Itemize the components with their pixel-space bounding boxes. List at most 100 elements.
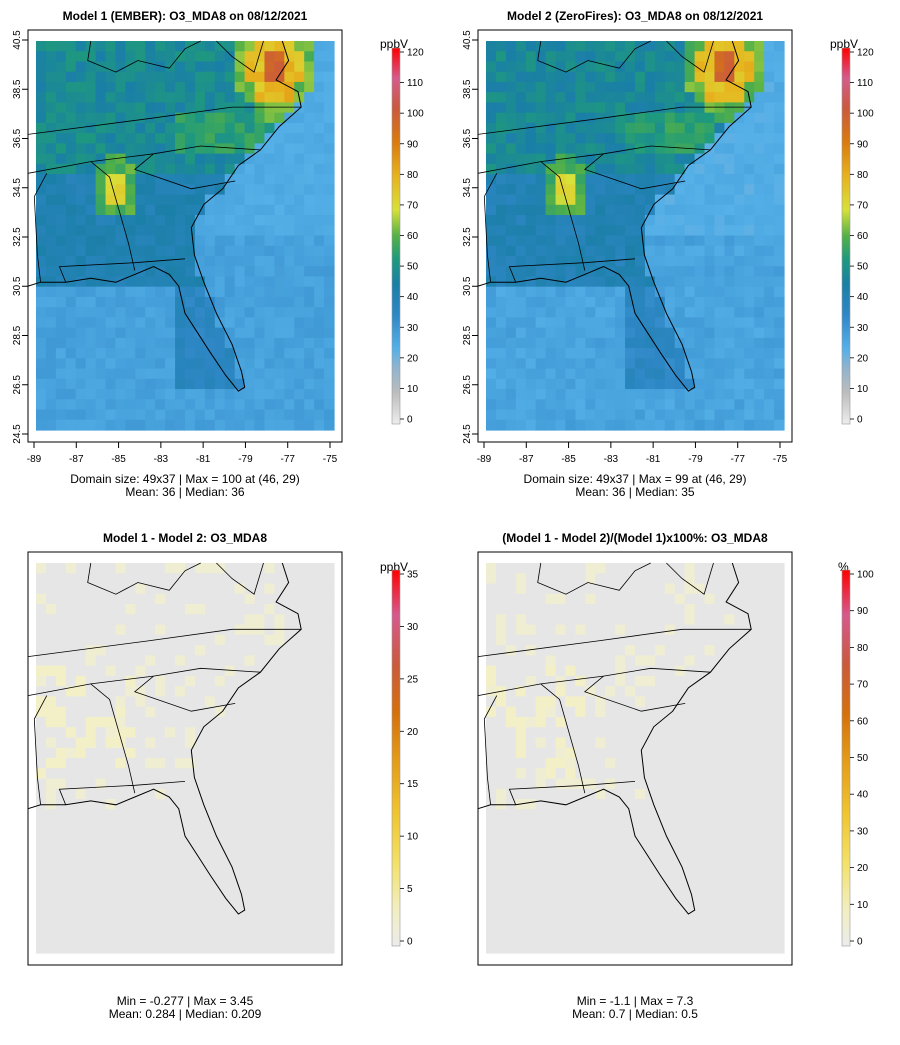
heatmap-cell <box>595 153 606 165</box>
heatmap-cell <box>125 665 136 677</box>
heatmap-cell <box>535 881 547 893</box>
heatmap-cell <box>734 870 745 882</box>
heatmap-cell <box>234 922 246 934</box>
heatmap-cell <box>185 655 196 667</box>
heatmap-cell <box>495 255 507 267</box>
state-border <box>540 683 586 794</box>
heatmap-cell <box>615 799 626 810</box>
heatmap-cell <box>684 215 696 226</box>
heatmap-cell <box>204 143 216 155</box>
heatmap-cell <box>95 112 107 124</box>
heatmap-cell <box>65 399 77 411</box>
heatmap-cell <box>724 799 735 810</box>
heatmap-cell <box>674 604 686 615</box>
heatmap-cell <box>555 829 567 841</box>
heatmap-cell <box>684 850 696 862</box>
heatmap-cell <box>585 286 596 298</box>
heatmap-cell <box>684 337 696 349</box>
heatmap-cell <box>605 215 616 226</box>
heatmap-cell <box>664 922 676 934</box>
heatmap-cell <box>264 419 275 431</box>
heatmap-cell <box>704 768 716 780</box>
heatmap-cell <box>36 840 47 851</box>
heatmap-cell <box>754 112 765 124</box>
heatmap-cell <box>714 163 725 175</box>
heatmap-cell <box>175 92 186 104</box>
heatmap-cell <box>495 317 507 329</box>
heatmap-cell <box>724 102 735 114</box>
heatmap-cell <box>175 870 186 882</box>
heatmap-cell <box>615 133 626 144</box>
heatmap-cell <box>535 133 547 144</box>
heatmap-cell <box>224 163 236 175</box>
heatmap-cell <box>284 891 295 903</box>
heatmap-cell <box>724 593 735 605</box>
heatmap-cell <box>704 81 716 93</box>
heatmap-cell <box>304 296 315 308</box>
heatmap-cell <box>204 81 216 93</box>
heatmap-cell <box>694 71 706 83</box>
heatmap-cell <box>595 768 606 780</box>
heatmap-cell <box>535 348 547 359</box>
heatmap-cell <box>744 881 755 893</box>
heatmap-cell <box>214 317 226 329</box>
heatmap-cell <box>204 307 216 318</box>
state-border <box>666 562 714 595</box>
heatmap-cell <box>55 307 67 318</box>
heatmap-cell <box>644 409 656 421</box>
heatmap-cell <box>615 215 626 226</box>
heatmap-cell <box>314 850 325 862</box>
heatmap-cell <box>635 51 646 63</box>
heatmap-cell <box>714 286 725 298</box>
heatmap-cell <box>585 870 596 882</box>
heatmap-cell <box>284 204 295 216</box>
heatmap-cell <box>605 809 616 821</box>
heatmap-cell <box>774 860 785 872</box>
heatmap-cell <box>525 368 537 380</box>
heatmap-cell <box>704 686 716 698</box>
heatmap-cell <box>75 163 87 175</box>
heatmap-cell <box>324 71 335 83</box>
heatmap-cell <box>565 399 576 411</box>
heatmap-cell <box>274 235 285 247</box>
heatmap-cell <box>75 870 87 882</box>
heatmap-cell <box>486 614 497 626</box>
heatmap-cell <box>585 819 596 831</box>
heatmap-cell <box>125 922 136 934</box>
heatmap-cell <box>324 614 335 626</box>
heatmap-cell <box>175 389 186 400</box>
colorbar-tick-label: 80 <box>857 643 869 654</box>
heatmap-cell <box>125 583 136 595</box>
heatmap-cell <box>575 184 586 196</box>
heatmap-cell <box>605 614 616 626</box>
heatmap-cell <box>505 327 517 339</box>
heatmap-cell <box>85 768 97 780</box>
colorbar-tick-label: 30 <box>407 323 419 334</box>
heatmap-cell <box>545 778 557 790</box>
heatmap-cell <box>595 51 606 63</box>
heatmap-cell <box>165 932 176 944</box>
heatmap-cell <box>495 675 507 687</box>
heatmap-cell <box>664 204 676 216</box>
heatmap-cell <box>744 307 755 318</box>
heatmap-cell <box>194 706 206 718</box>
heatmap-cell <box>754 163 765 175</box>
heatmap-cell <box>55 768 67 780</box>
heatmap-cell <box>525 235 537 247</box>
heatmap-cell <box>545 593 557 605</box>
heatmap-cell <box>714 747 725 759</box>
heatmap-cell <box>65 850 77 862</box>
heatmap-cell <box>734 204 745 216</box>
heatmap-cell <box>155 614 166 626</box>
heatmap-cell <box>555 266 567 278</box>
heatmap-cell <box>704 634 716 646</box>
heatmap-cell <box>165 266 176 278</box>
heatmap-cell <box>314 317 325 329</box>
heatmap-cell <box>75 266 87 278</box>
heatmap-cell <box>105 255 117 267</box>
heatmap-cell <box>284 932 295 944</box>
heatmap-cell <box>204 163 216 175</box>
heatmap-cell <box>714 204 725 216</box>
heatmap-cell <box>585 399 596 411</box>
heatmap-cell <box>264 768 275 780</box>
